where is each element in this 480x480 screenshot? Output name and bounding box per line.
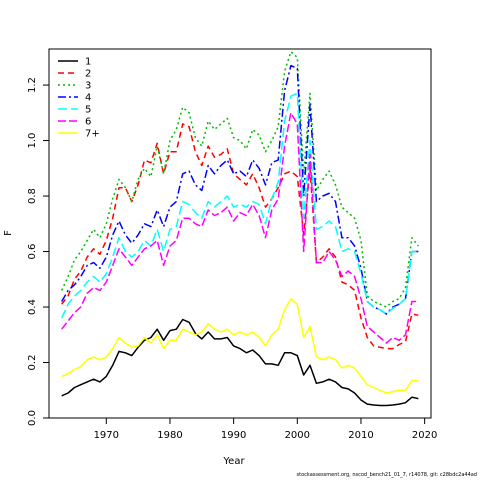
series-line-2 bbox=[61, 123, 419, 350]
y-tick-label: 0.2 bbox=[27, 355, 38, 371]
plot-frame bbox=[48, 48, 432, 419]
x-tick-label: 2000 bbox=[285, 430, 310, 441]
x-tick-label: 1990 bbox=[221, 430, 246, 441]
series-line-5 bbox=[61, 92, 419, 319]
x-tick-label: 2010 bbox=[348, 430, 373, 441]
x-tick-label: 1970 bbox=[94, 430, 119, 441]
y-tick-label: 1.0 bbox=[27, 133, 38, 149]
x-axis-label: Year bbox=[222, 456, 245, 467]
legend-label: 5 bbox=[85, 105, 91, 116]
legend-label: 1 bbox=[85, 57, 91, 68]
series-line-7plus bbox=[61, 297, 419, 394]
y-tick-label: 0.6 bbox=[27, 244, 38, 260]
series-line-3 bbox=[61, 51, 419, 308]
x-tick-label: 1980 bbox=[157, 430, 182, 441]
y-axis-label: F bbox=[3, 230, 14, 236]
legend-label: 3 bbox=[85, 81, 91, 92]
x-tick-label: 2020 bbox=[412, 430, 437, 441]
y-tick-label: 0.4 bbox=[27, 299, 38, 315]
y-tick-label: 0.0 bbox=[27, 410, 38, 426]
y-tick-label: 1.2 bbox=[27, 77, 38, 93]
footer-credit: stockassessment.org, nscod_bench21_01_7,… bbox=[296, 472, 477, 478]
legend-label: 2 bbox=[85, 69, 91, 80]
series-line-4 bbox=[61, 64, 419, 315]
series-line-1 bbox=[61, 318, 419, 407]
legend-label: 7+ bbox=[85, 129, 100, 140]
axes-layer: 1970 1980 1990 2000 2010 2020 0.0 0.2 0.4 0.6 0.8 1… bbox=[27, 77, 437, 441]
legend-label: 6 bbox=[85, 117, 91, 128]
series-layer bbox=[61, 51, 419, 407]
series-line-6 bbox=[61, 112, 419, 344]
y-tick-label: 0.8 bbox=[27, 188, 38, 204]
legend-label: 4 bbox=[85, 93, 91, 104]
